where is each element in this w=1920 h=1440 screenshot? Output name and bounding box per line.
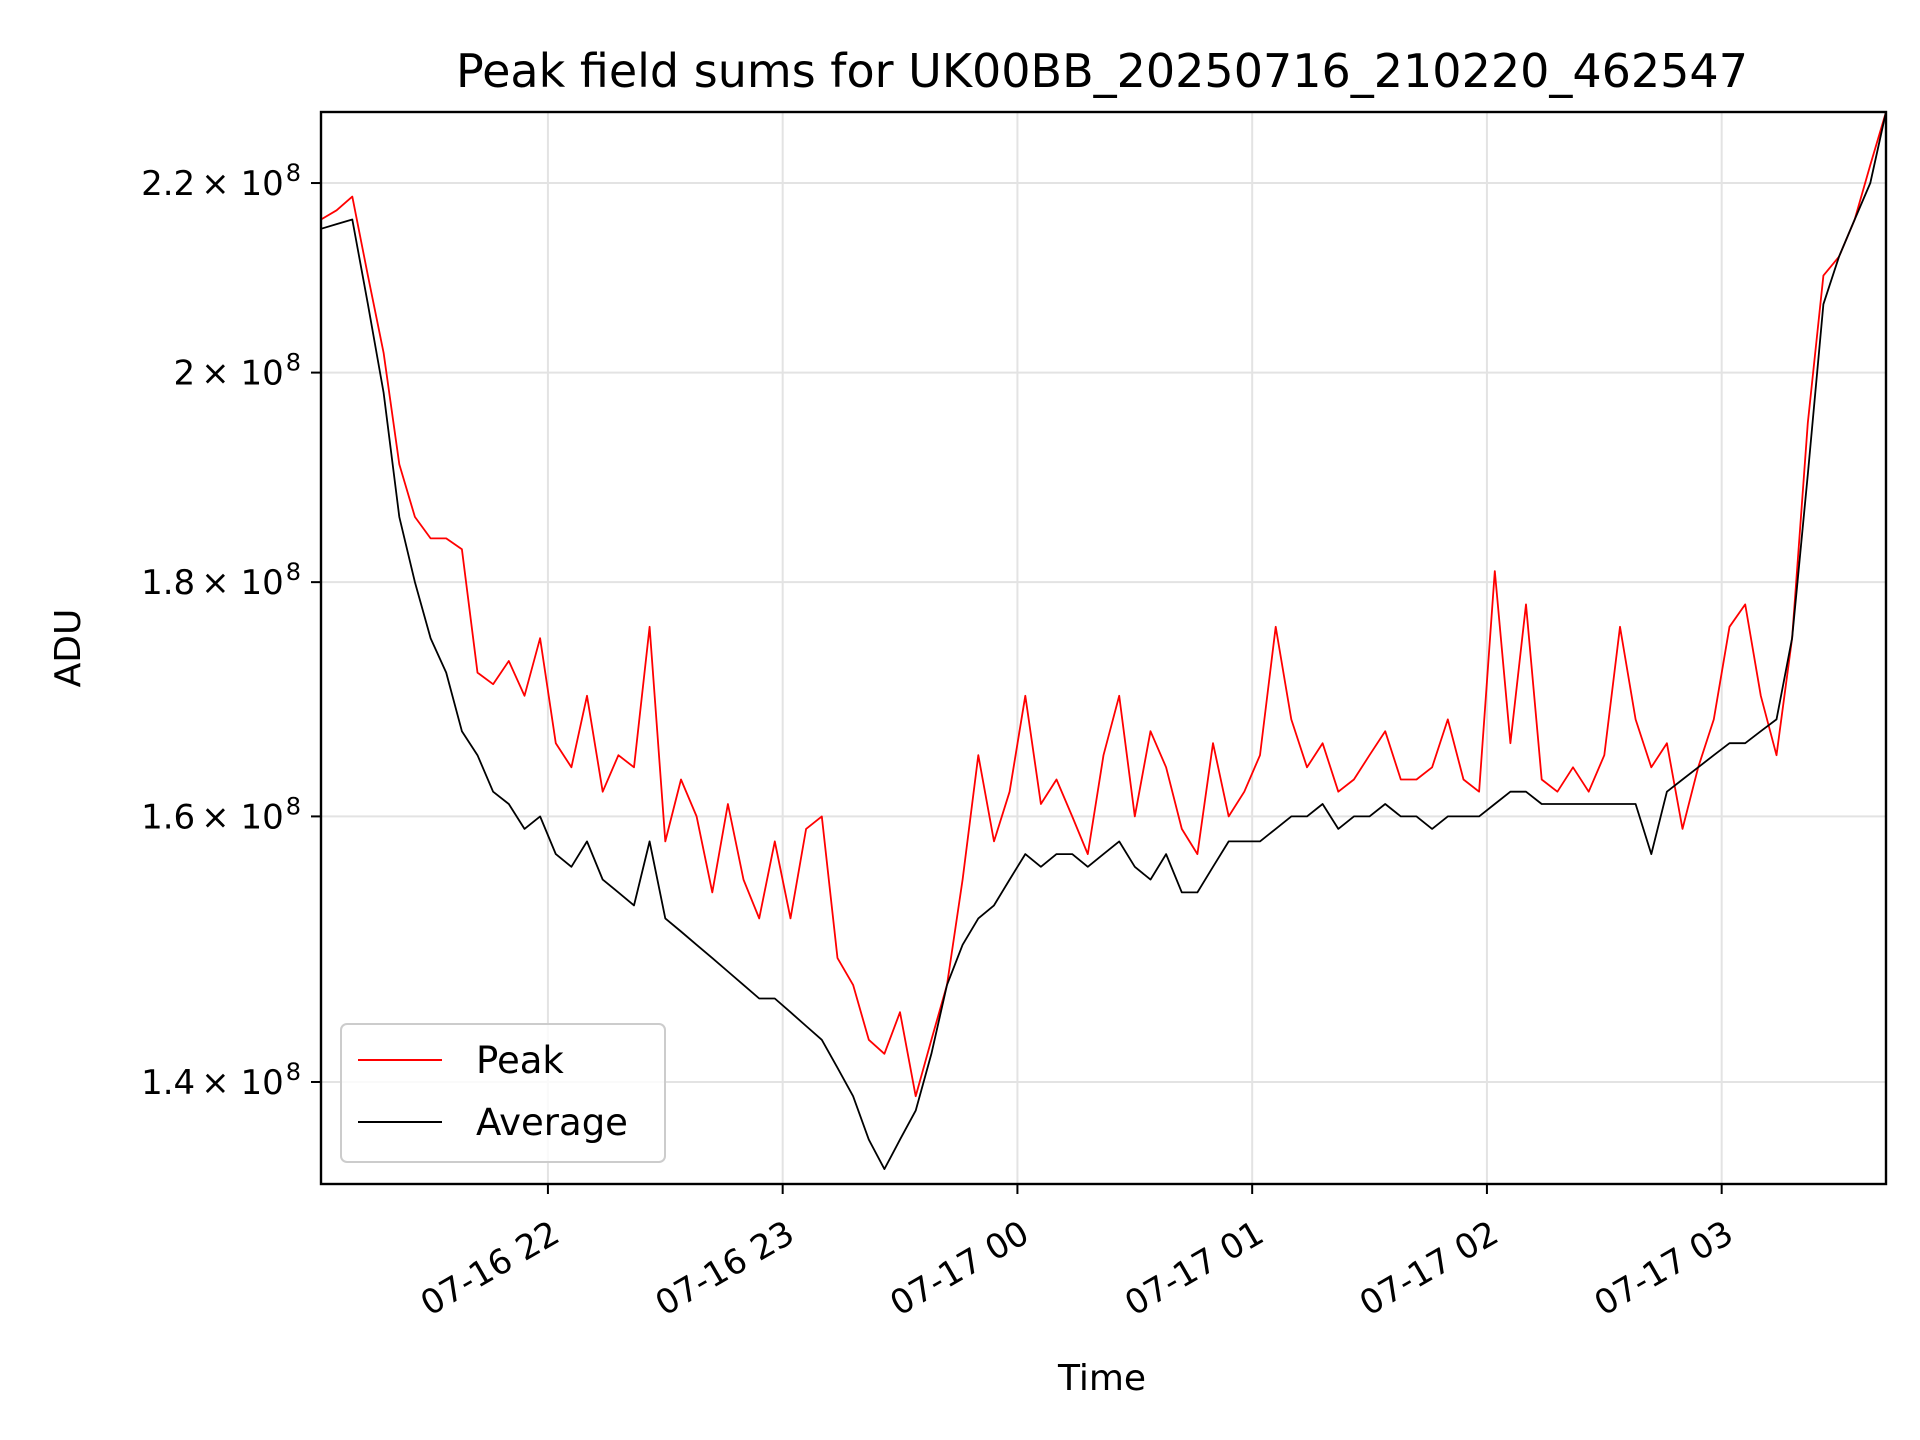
y-tick-base: × 10 <box>201 563 284 603</box>
y-tick-exponent: 8 <box>286 1058 301 1086</box>
y-tick-mantissa: 1.6 <box>141 797 195 837</box>
y-tick-label: 1.4 × 108 <box>141 1058 301 1103</box>
x-axis-label: Time <box>1057 1358 1146 1399</box>
y-tick-label: 1.6 × 108 <box>141 792 301 837</box>
y-tick-mantissa: 1.8 <box>141 563 195 603</box>
y-tick-label: 1.8 × 108 <box>141 558 301 603</box>
y-tick-base: × 10 <box>201 164 284 204</box>
legend-label-average: Average <box>476 1101 628 1144</box>
y-tick-exponent: 8 <box>286 792 301 820</box>
y-tick-exponent: 8 <box>286 349 301 377</box>
y-tick-mantissa: 1.4 <box>141 1063 195 1103</box>
series-line-average <box>320 111 1887 1170</box>
chart-title: Peak field sums for UK00BB_20250716_2102… <box>456 44 1748 98</box>
series-layer <box>320 111 1887 1170</box>
y-tick-mantissa: 2 <box>174 354 196 394</box>
y-tick-label: 2.2 × 108 <box>141 159 301 204</box>
y-tick-exponent: 8 <box>286 558 301 586</box>
legend: Peak Average <box>340 1023 666 1163</box>
plot-frame <box>319 110 1888 1186</box>
y-tick-exponent: 8 <box>286 159 301 187</box>
y-tick-base: × 10 <box>201 354 284 394</box>
series-line-peak <box>320 111 1887 1098</box>
y-tick-base: × 10 <box>201 1063 284 1103</box>
y-axis-label: ADU <box>48 609 89 688</box>
legend-label-peak: Peak <box>476 1039 564 1082</box>
legend-frame <box>340 1023 666 1163</box>
y-tick-base: × 10 <box>201 797 284 837</box>
y-tick-label: 2 × 108 <box>174 349 301 394</box>
y-tick-mantissa: 2.2 <box>141 164 195 204</box>
